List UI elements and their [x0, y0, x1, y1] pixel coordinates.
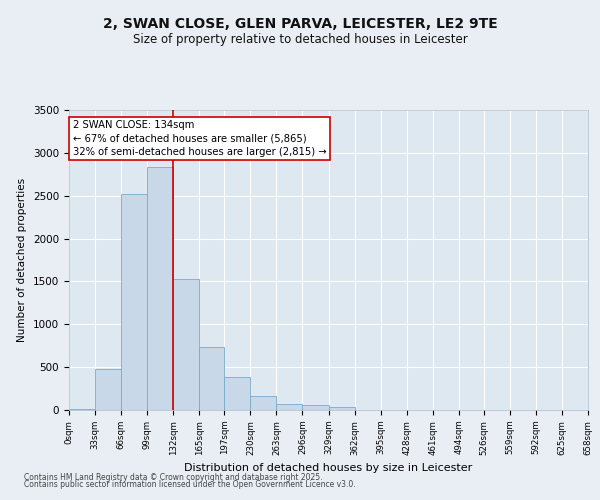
- Text: Contains HM Land Registry data © Crown copyright and database right 2025.: Contains HM Land Registry data © Crown c…: [24, 472, 323, 482]
- Y-axis label: Number of detached properties: Number of detached properties: [17, 178, 28, 342]
- Bar: [277, 404, 302, 410]
- Text: 2, SWAN CLOSE, GLEN PARVA, LEICESTER, LE2 9TE: 2, SWAN CLOSE, GLEN PARVA, LEICESTER, LE…: [103, 18, 497, 32]
- Bar: [224, 378, 250, 410]
- Text: Contains public sector information licensed under the Open Government Licence v3: Contains public sector information licen…: [24, 480, 356, 489]
- Text: Size of property relative to detached houses in Leicester: Size of property relative to detached ho…: [133, 32, 467, 46]
- Bar: [147, 166, 173, 410]
- Bar: [173, 279, 199, 410]
- Bar: [250, 396, 277, 410]
- Text: 2 SWAN CLOSE: 134sqm
← 67% of detached houses are smaller (5,865)
32% of semi-de: 2 SWAN CLOSE: 134sqm ← 67% of detached h…: [73, 120, 326, 156]
- Bar: [329, 407, 355, 410]
- Bar: [95, 369, 121, 410]
- X-axis label: Distribution of detached houses by size in Leicester: Distribution of detached houses by size …: [184, 463, 473, 473]
- Bar: [69, 408, 95, 410]
- Bar: [199, 346, 224, 410]
- Bar: [302, 406, 329, 410]
- Bar: [121, 194, 147, 410]
